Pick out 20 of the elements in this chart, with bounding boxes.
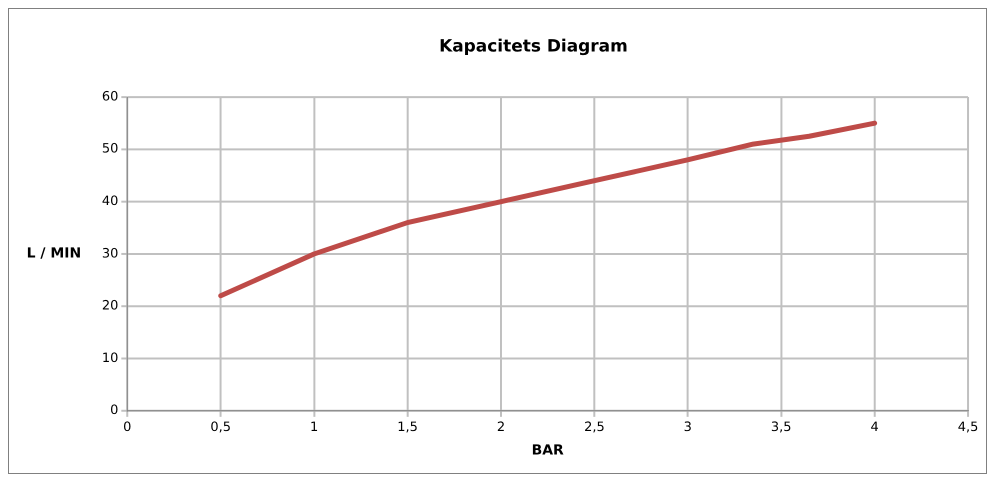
x-tick-label: 4 xyxy=(870,420,879,435)
x-tick-label: 1,5 xyxy=(397,420,418,435)
y-tick-label: 10 xyxy=(102,350,118,366)
chart-title: Kapacitets Diagram xyxy=(439,35,628,56)
x-tick-label: 3 xyxy=(684,420,692,435)
y-tick-label: 50 xyxy=(102,142,118,157)
x-tick-label: 0 xyxy=(123,420,132,435)
y-tick-label: 60 xyxy=(102,89,118,104)
y-tick-label: 30 xyxy=(102,246,118,262)
x-axis-title: BAR xyxy=(532,442,564,458)
y-tick-label: 40 xyxy=(102,194,118,209)
x-tick-label: 0,5 xyxy=(210,420,232,435)
y-axis-title: L / MIN xyxy=(26,246,82,262)
x-tick-label: 4,5 xyxy=(958,420,978,435)
x-tick-label: 3,5 xyxy=(770,420,792,435)
y-tick-label: 0 xyxy=(110,403,118,418)
x-tick-label: 2,5 xyxy=(584,420,605,435)
y-tick-label: 20 xyxy=(102,298,118,314)
x-tick-label: 1 xyxy=(310,420,318,435)
x-tick-label: 2 xyxy=(496,420,506,435)
